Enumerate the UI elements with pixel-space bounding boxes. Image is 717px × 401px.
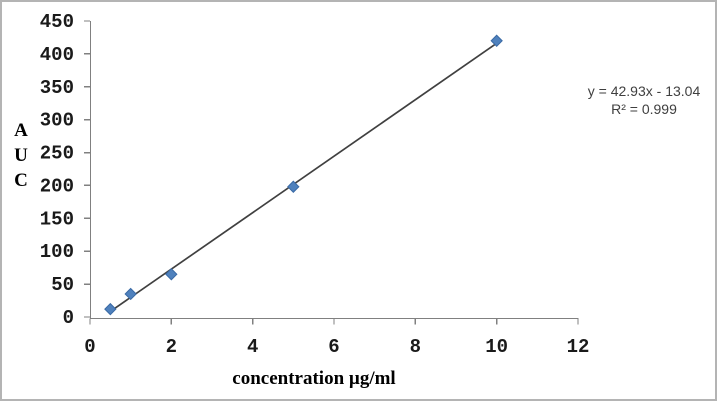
x-axis-title: concentration µg/ml <box>232 368 396 389</box>
y-tick-label: 50 <box>51 274 74 296</box>
y-tick-label: 300 <box>40 110 74 132</box>
x-tick-label: 4 <box>247 336 258 358</box>
x-tick-label: 10 <box>485 336 508 358</box>
data-point-marker <box>124 287 137 301</box>
y-tick-label: 250 <box>40 143 74 165</box>
x-tick-label: 0 <box>84 336 95 358</box>
y-tick-label: 0 <box>63 307 74 329</box>
y-tick-label: 150 <box>40 208 74 230</box>
y-tick-label: 400 <box>40 44 74 66</box>
data-point-marker <box>490 34 503 47</box>
y-tick-label: 450 <box>40 11 74 33</box>
x-tick-label: 8 <box>410 336 421 358</box>
data-point-marker <box>165 268 178 281</box>
x-tick-label: 12 <box>567 336 590 358</box>
x-tick-label: 2 <box>166 336 177 358</box>
trendline <box>109 40 501 313</box>
y-axis-title: A U C <box>14 120 28 191</box>
x-tick-label: 6 <box>328 336 339 358</box>
y-tick-label: 100 <box>40 241 74 263</box>
y-tick-label: 200 <box>40 175 74 197</box>
y-tick-label: 350 <box>40 77 74 99</box>
trendline-annotation: y = 42.93x - 13.04 R² = 0.999 <box>563 82 715 118</box>
r-squared-value: R² = 0.999 <box>611 101 677 117</box>
data-point-marker <box>104 302 117 316</box>
data-point-marker <box>287 180 300 193</box>
trendline-equation: y = 42.93x - 13.04 <box>587 83 701 99</box>
